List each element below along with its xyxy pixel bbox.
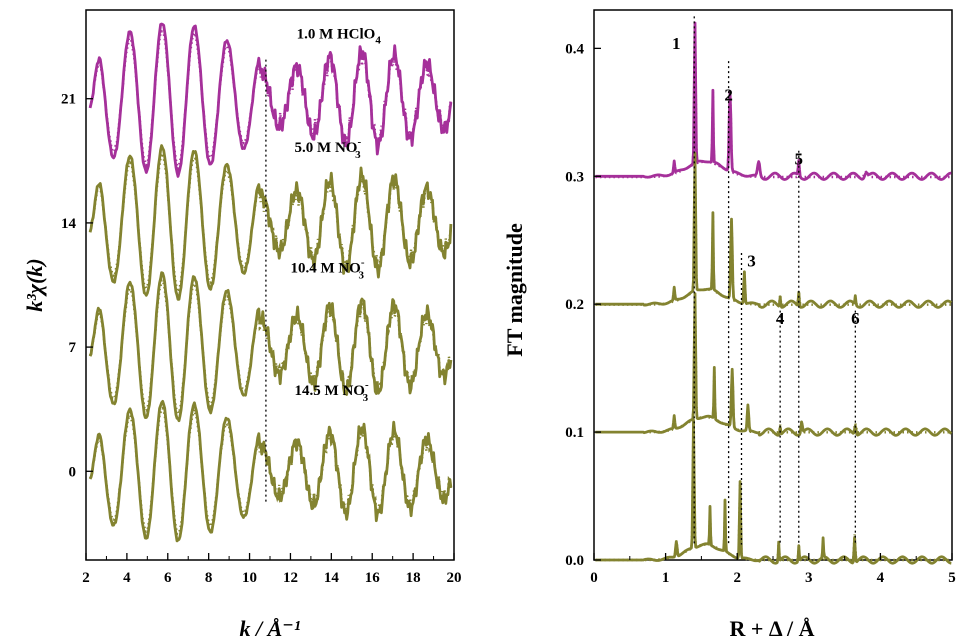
ft-fit-line bbox=[595, 155, 952, 306]
ft-magnitude-chart: 0 1 2 3 4 5 0.0 0.1 0.2 0.3 0.4 1 2 3 4 5 6 R + Δ / Å F… bbox=[502, 9, 956, 641]
series-label-main: 10.4 M NO bbox=[290, 261, 360, 277]
kspace-y-tick-label: 14 bbox=[61, 216, 77, 232]
ft-y-axis-title: FT magnitude bbox=[502, 223, 527, 357]
kspace-x-tick-label: 6 bbox=[164, 570, 172, 586]
kspace-data-line bbox=[88, 22, 453, 178]
kspace-x-tick-label: 20 bbox=[447, 570, 462, 586]
ft-x-tick-label: 0 bbox=[590, 570, 598, 586]
series-label-subscript: 3 bbox=[355, 149, 361, 161]
kspace-series-label: 14.5 M NO-3 bbox=[295, 379, 369, 404]
ft-peak-number-label: 5 bbox=[795, 149, 804, 168]
kspace-x-tick-label: 18 bbox=[406, 570, 421, 586]
ft-traces bbox=[594, 21, 953, 565]
kspace-data-line bbox=[88, 400, 453, 543]
series-label-subscript: 3 bbox=[363, 392, 369, 404]
series-label-subscript: 3 bbox=[359, 270, 365, 282]
kspace-x-tick-label: 4 bbox=[123, 570, 131, 586]
ft-data-line bbox=[594, 292, 953, 437]
ft-peak-number-label: 3 bbox=[747, 252, 756, 271]
ft-ticks: 0 1 2 3 4 5 0.0 0.1 0.2 0.3 0.4 bbox=[565, 41, 956, 586]
series-label-main: 5.0 M NO bbox=[295, 140, 358, 156]
kspace-series-label: 5.0 M NO-3 bbox=[295, 136, 362, 161]
kspace-y-axis-title: k³χ(k) bbox=[22, 258, 47, 311]
kspace-ticks: 2 4 6 8 10 12 14 16 18 20 0 7 14 21 bbox=[61, 92, 462, 586]
ft-y-tick-label: 0.0 bbox=[565, 553, 584, 569]
kspace-x-tick-label: 12 bbox=[283, 570, 298, 586]
ft-y-tick-label: 0.1 bbox=[565, 425, 584, 441]
kspace-x-tick-label: 16 bbox=[365, 570, 381, 586]
ft-x-tick-label: 5 bbox=[948, 570, 956, 586]
series-label-subscript: 4 bbox=[375, 34, 381, 46]
ft-y-tick-label: 0.3 bbox=[565, 169, 584, 185]
ft-x-tick-label: 1 bbox=[662, 570, 670, 586]
series-label-main: 14.5 M NO bbox=[295, 383, 365, 399]
ft-data-line bbox=[594, 21, 952, 181]
kspace-y-tick-label: 0 bbox=[69, 464, 77, 480]
ft-peak-number-label: 1 bbox=[672, 34, 681, 53]
ft-data-line bbox=[594, 152, 953, 309]
kspace-y-tick-label: 7 bbox=[69, 340, 77, 356]
ft-x-tick-label: 2 bbox=[733, 570, 741, 586]
kspace-series-label: 10.4 M NO-3 bbox=[290, 257, 364, 282]
ft-y-tick-label: 0.4 bbox=[565, 41, 584, 57]
series-label-charge: - bbox=[361, 257, 365, 269]
kspace-x-tick-label: 14 bbox=[324, 570, 340, 586]
ft-data-line bbox=[594, 418, 952, 565]
ft-peak-number-label: 2 bbox=[724, 85, 733, 104]
series-label-charge: - bbox=[357, 136, 361, 148]
kspace-series-label: 1.0 M HClO4 bbox=[297, 26, 382, 46]
ft-plot-frame bbox=[593, 9, 953, 561]
ft-y-tick-label: 0.2 bbox=[565, 297, 584, 313]
kspace-traces bbox=[88, 22, 453, 543]
kspace-x-tick-label: 10 bbox=[242, 570, 257, 586]
kspace-x-tick-label: 2 bbox=[82, 570, 90, 586]
series-label-charge: - bbox=[365, 379, 369, 391]
ft-peak-number-label: 4 bbox=[776, 309, 785, 328]
ft-x-tick-label: 3 bbox=[805, 570, 813, 586]
kspace-x-axis-title: k / Å⁻¹ bbox=[240, 616, 301, 641]
ft-peak-number-label: 6 bbox=[851, 309, 860, 328]
kspace-y-tick-label: 21 bbox=[61, 92, 76, 108]
ft-fit-line bbox=[595, 294, 952, 434]
kspace-data-line bbox=[88, 144, 453, 301]
kspace-x-tick-label: 8 bbox=[205, 570, 213, 586]
ft-fit-line bbox=[595, 419, 952, 562]
ft-peak-markers: 1 2 3 4 5 6 bbox=[672, 16, 860, 545]
ft-x-tick-label: 4 bbox=[877, 570, 885, 586]
series-label-main: 1.0 M HClO bbox=[297, 26, 376, 42]
ft-fit-line bbox=[595, 24, 952, 179]
kspace-data-line bbox=[88, 271, 453, 423]
ft-x-axis-title: R + Δ / Å bbox=[729, 616, 814, 641]
